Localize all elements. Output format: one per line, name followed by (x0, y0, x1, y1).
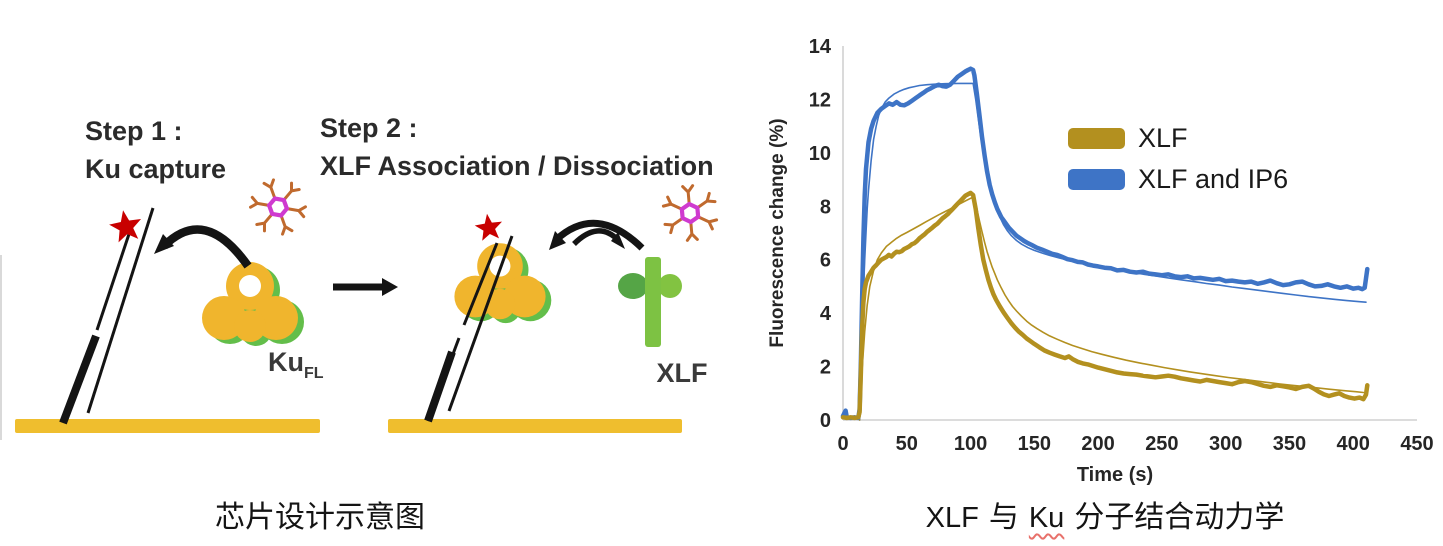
left-caption-text: 芯片设计示意图 (215, 500, 425, 535)
x-tick-label: 400 (1337, 433, 1370, 455)
step1-title-line2: Ku capture (85, 154, 226, 184)
x-axis-label: Time (s) (1077, 464, 1153, 485)
legend-swatch-xlf-ip6 (1068, 168, 1125, 190)
right-figure-caption: XLF 与 Ku 分子结合动力学 (765, 492, 1443, 536)
y-tick-label: 8 (820, 196, 831, 218)
ip6-molecule-icon (247, 177, 309, 237)
legend-swatch-xlf (1068, 127, 1125, 149)
chip-schematic-panel: Step 1 : Ku capture Step 2 : XLF Associa… (0, 0, 760, 470)
ku-label: Ku (268, 347, 304, 377)
x-tick-label: 250 (1145, 433, 1178, 455)
y-tick-label: 2 (820, 357, 831, 379)
legend-label-xlf-ip6: XLF and IP6 (1138, 163, 1289, 194)
x-tick-label: 450 (1400, 433, 1433, 455)
y-tick-label: 14 (809, 36, 832, 58)
chip-surface-step2 (388, 419, 682, 433)
series-xlf-fit (858, 196, 1365, 421)
x-tick-label: 150 (1018, 433, 1051, 455)
x-tick-label: 200 (1081, 433, 1114, 455)
series-xlf-and-ip6 (840, 66, 1370, 421)
scan-edge-artifact (0, 255, 2, 440)
step2-title-line2: XLF Association / Dissociation (320, 151, 714, 181)
association-dissociation-arrows (549, 219, 645, 251)
ip6-molecule-icon (655, 178, 726, 248)
y-axis-label: Fluorescence change (%) (767, 118, 788, 347)
step1-diagram: Ku FL (59, 177, 324, 425)
fluorophore-star-icon (473, 211, 505, 242)
y-tick-label: 12 (809, 89, 831, 111)
kinetics-chart-panel: Fluorescence change (%) Time (s) 0 2 4 6 8 10… (765, 15, 1443, 485)
left-figure-caption: 芯片设计示意图 (0, 492, 640, 536)
chip-schematic: Step 1 : Ku capture Step 2 : XLF Associa… (15, 113, 760, 433)
x-tick-label: 50 (896, 433, 918, 455)
x-tick-label: 100 (954, 433, 987, 455)
right-caption-xlf: XLF (925, 502, 979, 534)
chart-legend: XLF XLF and IP6 (1068, 122, 1289, 206)
xlf-protein-icon (618, 257, 682, 347)
kinetics-chart: Fluorescence change (%) Time (s) 0 2 4 6 8 10… (767, 36, 1434, 485)
dna-probe-step1 (59, 207, 155, 425)
x-tick-label: 300 (1209, 433, 1242, 455)
right-caption-rest: 分子结合动力学 (1074, 500, 1285, 535)
fluorophore-star-icon (107, 207, 145, 244)
y-tick-label: 4 (820, 303, 832, 325)
x-tick-label: 350 (1273, 433, 1306, 455)
right-caption-yu: 与 (988, 500, 1019, 535)
step2-diagram: XLF (424, 178, 726, 423)
capture-arrow (154, 225, 252, 269)
right-caption-ku: Ku (1028, 502, 1065, 534)
xlf-label: XLF (657, 358, 708, 388)
step1-title-line1: Step 1 : (85, 116, 183, 146)
y-tick-label: 6 (820, 250, 831, 272)
transition-arrow (333, 278, 398, 296)
ku-label-subscript: FL (304, 365, 324, 382)
chip-surface-step1 (15, 419, 320, 433)
legend-item-xlf: XLF (1068, 122, 1288, 153)
legend-item-xlf-ip6: XLF and IP6 (1068, 163, 1289, 194)
ku-protein-icon (202, 262, 304, 346)
y-tick-label: 0 (820, 410, 831, 432)
y-tick-label: 10 (809, 143, 831, 165)
legend-label-xlf: XLF (1138, 122, 1188, 153)
dna-probe-step2 (424, 235, 514, 423)
x-tick-label: 0 (837, 433, 848, 455)
series-xlf (840, 190, 1370, 421)
step2-title-line1: Step 2 : (320, 113, 418, 143)
